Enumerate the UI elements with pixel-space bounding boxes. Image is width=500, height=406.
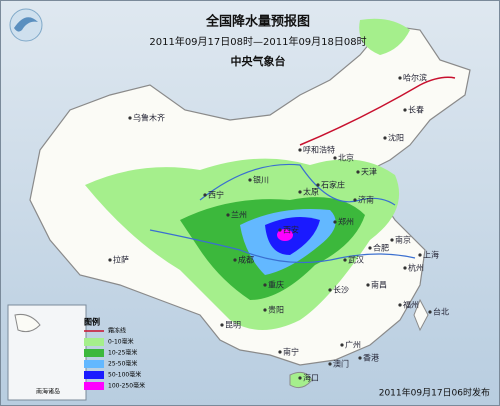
city-dot	[340, 343, 344, 347]
taiwan	[413, 298, 429, 332]
city-dot	[328, 288, 332, 292]
city-dot	[403, 108, 407, 112]
legend-swatch	[84, 338, 104, 346]
city-label: 长春	[408, 105, 424, 115]
city-dot	[333, 220, 337, 224]
city-label: 济南	[358, 195, 374, 205]
city-label: 海口	[303, 373, 319, 383]
city-dot	[220, 323, 224, 327]
city-dot	[356, 170, 360, 174]
period: 2011年09月17日08时—2011年09月18日08时	[149, 35, 366, 48]
agency: 中央气象台	[231, 54, 286, 68]
city-dot	[390, 238, 394, 242]
city-dot	[418, 253, 422, 257]
city-dot	[128, 116, 132, 120]
city-label: 昆明	[225, 321, 241, 330]
city-label: 北京	[338, 153, 354, 163]
rain-zone	[277, 229, 293, 241]
city-label: 成都	[238, 255, 254, 265]
river	[149, 229, 416, 264]
city-label: 上海	[423, 250, 439, 260]
title: 全国降水量预报图	[205, 14, 310, 30]
legend: 0-10毫米 10-25毫米 25-50毫米 50-100毫米 100-250毫米	[84, 338, 145, 390]
city-dot	[366, 283, 370, 287]
city-dot	[403, 266, 407, 270]
city-label: 重庆	[268, 280, 284, 290]
city-label: 天津	[361, 167, 377, 177]
legend-label: 0-10毫米	[108, 338, 134, 346]
legend-label: 50-100毫米	[108, 371, 141, 379]
city-label: 兰州	[231, 210, 247, 220]
city-label: 贵阳	[268, 305, 284, 315]
legend-label: 100-250毫米	[108, 382, 145, 390]
city-dot	[333, 156, 337, 160]
city-dot	[298, 376, 302, 380]
city-label: 台北	[433, 307, 449, 317]
city-label: 银川	[253, 175, 269, 185]
city-label: 南宁	[283, 347, 299, 357]
city-dot	[368, 246, 372, 250]
city-label: 石家庄	[321, 180, 345, 190]
river	[199, 163, 396, 206]
city-dot	[248, 178, 252, 182]
city-dot	[233, 258, 237, 262]
legend-label: 10-25毫米	[108, 349, 137, 357]
city-dot	[278, 350, 282, 354]
city-dot	[383, 136, 387, 140]
city-dot	[108, 258, 112, 262]
city-dot	[328, 362, 332, 366]
city-label: 广州	[345, 340, 361, 350]
city-label: 合肥	[373, 243, 389, 253]
legend-swatch	[84, 382, 104, 390]
city-dot	[226, 213, 230, 217]
city-dot	[358, 356, 362, 360]
hainan	[289, 371, 313, 389]
city-label: 澳门	[333, 359, 349, 369]
city-dot	[203, 193, 207, 197]
city-label: 长沙	[333, 285, 349, 295]
inset-label: 南海诸岛	[36, 388, 60, 396]
legend-swatch	[84, 349, 104, 357]
city-label: 香港	[363, 353, 379, 363]
legend-label: 25-50毫米	[108, 360, 137, 368]
city-label: 沈阳	[388, 133, 404, 143]
legend-swatch	[84, 360, 104, 368]
city-dot	[428, 310, 432, 314]
city-label: 杭州	[408, 263, 424, 273]
city-label: 哈尔滨	[403, 73, 427, 83]
city-dot	[278, 228, 282, 232]
rain-zone	[359, 18, 410, 55]
city-label: 乌鲁木齐	[133, 113, 165, 123]
legend-line-label: 霜冻线	[108, 327, 126, 335]
city-dot	[353, 198, 357, 202]
legend-swatch	[84, 371, 104, 379]
city-dot	[316, 183, 320, 187]
city-label: 拉萨	[113, 255, 129, 265]
city-label: 郑州	[338, 217, 354, 227]
city-dot	[398, 303, 402, 307]
city-dot	[343, 258, 347, 262]
city-dot	[298, 190, 302, 194]
city-dot	[298, 148, 302, 152]
issued: 2011年09月17日06时发布	[379, 387, 490, 399]
city-label: 南京	[395, 235, 411, 245]
city-label: 呼和浩特	[303, 145, 335, 155]
city-label: 武汉	[348, 255, 364, 265]
city-label: 福州	[403, 301, 419, 310]
city-label: 南昌	[371, 280, 387, 290]
city-label: 西安	[283, 225, 299, 235]
city-dot	[263, 283, 267, 287]
frost-line	[299, 76, 456, 146]
city-label: 西宁	[208, 190, 224, 200]
legend-title: 图例	[84, 317, 100, 327]
city-label: 太原	[303, 187, 319, 197]
logo-mark	[14, 17, 38, 32]
inset-land	[14, 314, 41, 333]
city-dot	[263, 308, 267, 312]
city-dot	[398, 76, 402, 80]
